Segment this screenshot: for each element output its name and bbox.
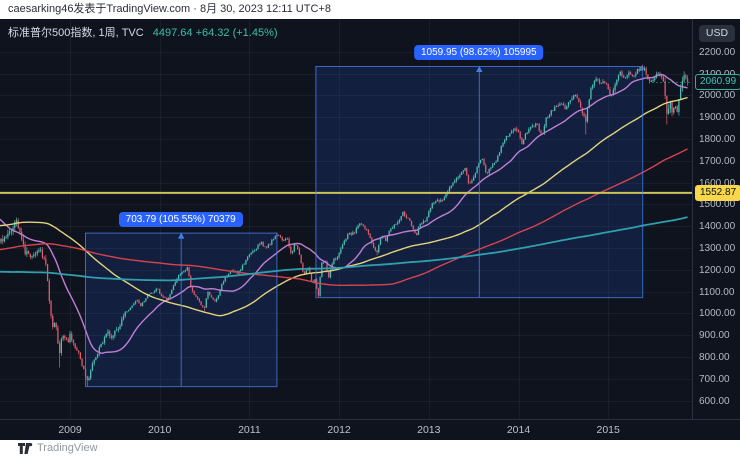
attribution-link[interactable]: caesarking46发表于TradingView.com · 8月 30, … [8, 3, 331, 15]
tradingview-brand-text[interactable]: TradingView [37, 442, 98, 454]
price-axis[interactable]: USD 2200.002100.002000.001900.001800.001… [692, 19, 740, 419]
footer-bar: TradingView [0, 440, 740, 457]
chart-area: 标准普尔500指数, 1周, TVC 4497.64 +64.32 (+1.45… [0, 19, 740, 440]
price-tick-label: 2000.00 [699, 90, 736, 102]
price-tick-label: 1200.00 [699, 264, 736, 276]
price-tick-label: 1400.00 [699, 221, 736, 233]
year-tick-label: 2013 [417, 424, 441, 436]
price-tick-label: 700.00 [699, 373, 730, 385]
price-tick-label: 1000.00 [699, 308, 736, 320]
price-chart-canvas[interactable] [0, 19, 692, 419]
price-tick-label: 1100.00 [699, 286, 735, 298]
range-measurement-label[interactable]: 1059.95 (98.62%) 105995 [413, 44, 544, 60]
price-tick-label: 1500.00 [699, 199, 736, 211]
last-price-label: 2060.99 [695, 74, 740, 91]
attribution-bar: caesarking46发表于TradingView.com · 8月 30, … [0, 0, 740, 19]
currency-button[interactable]: USD [699, 25, 735, 42]
price-tick-label: 1900.00 [699, 112, 736, 124]
price-tick-label: 1300.00 [699, 243, 736, 255]
range-measurement-label[interactable]: 703.79 (105.55%) 70379 [118, 211, 243, 227]
symbol-price-change: 4497.64 +64.32 (+1.45%) [152, 27, 278, 39]
year-tick-label: 2010 [148, 424, 172, 436]
price-tick-label: 600.00 [699, 395, 730, 407]
drawing-price-label: 1552.87 [695, 184, 740, 201]
year-tick-label: 2015 [596, 424, 620, 436]
tradingview-logo-icon[interactable] [18, 443, 33, 454]
year-tick-label: 2011 [238, 424, 261, 436]
symbol-header: 标准普尔500指数, 1周, TVC 4497.64 +64.32 (+1.45… [8, 24, 278, 40]
year-tick-label: 2014 [506, 424, 531, 436]
price-tick-label: 1800.00 [699, 133, 736, 145]
year-tick-label: 2012 [327, 424, 351, 436]
price-tick-label: 800.00 [699, 352, 730, 364]
price-tick-label: 900.00 [699, 330, 730, 342]
price-tick-label: 2200.00 [699, 46, 736, 58]
price-tick-label: 1700.00 [699, 155, 736, 167]
year-tick-label: 2009 [58, 424, 82, 436]
time-axis[interactable]: 2009 2010 2011 2012 2013 2014 2015 [0, 419, 740, 440]
price-tick-label: 1600.00 [699, 177, 736, 189]
symbol-title[interactable]: 标准普尔500指数, 1周, TVC [8, 27, 144, 39]
